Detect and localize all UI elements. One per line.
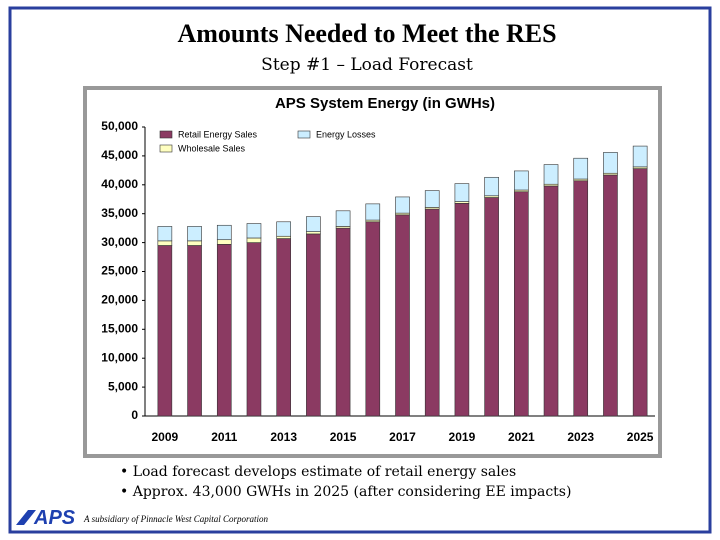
- bar-segment: [187, 245, 202, 417]
- bar-segment: [306, 233, 321, 417]
- bar-segment: [395, 214, 410, 417]
- x-tick-label: 2021: [508, 430, 535, 444]
- bar-segment: [157, 240, 173, 246]
- bar-segment: [216, 224, 232, 241]
- bar-segment: [424, 208, 440, 417]
- bar-segment: [395, 196, 410, 214]
- y-tick-label: 40,000: [101, 177, 138, 191]
- bar-segment: [603, 174, 618, 417]
- bar-segment: [157, 245, 173, 417]
- bar-segment: [187, 240, 202, 246]
- bar-segment: [306, 231, 321, 235]
- slide-subtitle: Step #1 – Load Forecast: [261, 55, 473, 75]
- legend-swatch: [159, 130, 173, 139]
- bullet: • Approx. 43,000 GWHs in 2025 (after con…: [120, 484, 571, 500]
- chart: APS System Energy (in GWHs) 0 5,000 10,000…: [101, 95, 655, 444]
- x-tick-label: 2025: [627, 430, 654, 444]
- x-tick-label: 2013: [270, 430, 297, 444]
- bar-segment: [216, 244, 232, 417]
- x-tick-label: 2017: [389, 430, 416, 444]
- bar-segment: [157, 226, 173, 242]
- y-tick-label: 10,000: [101, 350, 138, 364]
- y-tick-label: 25,000: [101, 264, 138, 278]
- y-tick-label: 50,000: [101, 119, 138, 133]
- bar-segment: [216, 239, 232, 245]
- x-tick-label: 2015: [330, 430, 357, 444]
- bar-segment: [335, 227, 351, 417]
- bar-segment: [543, 164, 559, 185]
- legend-swatch: [297, 130, 311, 139]
- bar-segment: [632, 168, 648, 417]
- logo-mark: [16, 510, 36, 525]
- legend-label: Retail Energy Sales: [178, 129, 258, 139]
- y-tick-label: 0: [131, 408, 138, 422]
- bar-segment: [514, 170, 529, 191]
- bar-segment: [365, 203, 381, 221]
- bar-segment: [454, 183, 470, 202]
- bar-segment: [454, 202, 470, 417]
- x-tick-label: 2019: [449, 430, 476, 444]
- legend-label: Wholesale Sales: [178, 143, 246, 153]
- bar-segment: [484, 176, 499, 197]
- bar-segment: [276, 238, 291, 417]
- bar-segment: [573, 180, 589, 417]
- legend-swatch: [159, 144, 173, 153]
- bar-segment: [246, 242, 262, 417]
- y-tick-label: 45,000: [101, 148, 138, 162]
- bar-segment: [306, 216, 321, 232]
- bar-segment: [424, 190, 440, 208]
- logo: APS: [33, 507, 76, 529]
- bar-segment: [484, 197, 499, 417]
- bar-segment: [514, 191, 529, 417]
- x-tick-label: 2023: [567, 430, 594, 444]
- bar-segment: [365, 221, 381, 417]
- bar-segment: [246, 223, 262, 239]
- y-tick-label: 15,000: [101, 321, 138, 335]
- bar-segment: [603, 152, 618, 174]
- y-tick-label: 35,000: [101, 206, 138, 220]
- bar-segment: [187, 226, 202, 242]
- bullet: • Load forecast develops estimate of ret…: [120, 464, 516, 480]
- chart-title: APS System Energy (in GWHs): [275, 95, 495, 112]
- slide-title: Amounts Needed to Meet the RES: [177, 19, 556, 48]
- y-tick-label: 30,000: [101, 235, 138, 249]
- y-tick-label: 20,000: [101, 293, 138, 307]
- tagline: A subsidiary of Pinnacle West Capital Co…: [83, 514, 269, 524]
- legend-label: Energy Losses: [316, 129, 376, 139]
- x-tick-label: 2011: [211, 430, 237, 444]
- bar-segment: [335, 210, 351, 227]
- bar-segment: [573, 157, 589, 180]
- bar-segment: [246, 237, 262, 243]
- bar-segment: [276, 235, 291, 239]
- bar-segment: [276, 221, 291, 237]
- bar-segment: [632, 145, 648, 168]
- y-tick-label: 5,000: [108, 379, 138, 393]
- x-tick-label: 2009: [152, 430, 179, 444]
- bar-segment: [543, 185, 559, 417]
